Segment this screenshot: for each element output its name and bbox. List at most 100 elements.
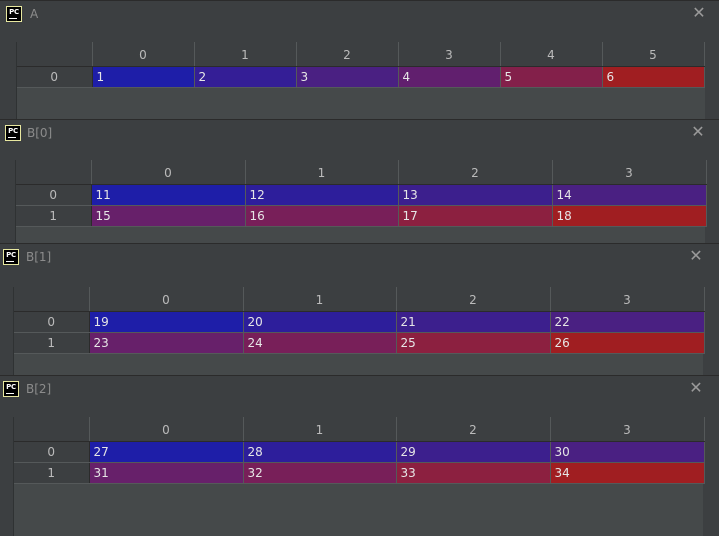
- app-icon-bar: [8, 137, 16, 138]
- pycharm-icon: PC: [3, 249, 19, 265]
- data-cell[interactable]: 27: [89, 441, 244, 463]
- data-window-b2: PC B[2] ✕ 0 1 2 3 0 27 28 29 30 1 31 32 33 34: [0, 375, 719, 536]
- table-row: 0 19 20 21 22: [14, 311, 705, 333]
- data-cell[interactable]: 34: [550, 462, 705, 484]
- data-cell[interactable]: 21: [396, 311, 551, 333]
- data-cell[interactable]: 12: [245, 184, 399, 206]
- column-header[interactable]: 3: [552, 160, 707, 185]
- data-cell[interactable]: 14: [552, 184, 707, 206]
- data-cell[interactable]: 23: [89, 332, 244, 354]
- data-cell[interactable]: 3: [296, 66, 399, 88]
- pycharm-icon: PC: [5, 125, 21, 141]
- column-header[interactable]: 1: [243, 417, 397, 442]
- data-cell[interactable]: 11: [91, 184, 246, 206]
- window-title: B[1]: [26, 250, 52, 264]
- data-cell[interactable]: 22: [550, 311, 705, 333]
- app-icon-text: PC: [8, 127, 18, 135]
- data-cell[interactable]: 1: [92, 66, 195, 88]
- data-cell[interactable]: 32: [243, 462, 397, 484]
- row-index-cell[interactable]: 1: [14, 332, 90, 354]
- data-table: 0 1 2 3 0 19 20 21 22 1 23 24 25 26: [14, 287, 705, 354]
- app-icon-bar: [9, 18, 17, 19]
- column-header[interactable]: 4: [500, 42, 603, 67]
- data-cell[interactable]: 25: [396, 332, 551, 354]
- column-header[interactable]: 5: [602, 42, 705, 67]
- column-header[interactable]: 0: [92, 42, 195, 67]
- table-row: 1 15 16 17 18: [16, 205, 707, 227]
- window-title: A: [30, 7, 39, 21]
- window-titlebar: PC B[2] ✕: [0, 376, 719, 402]
- column-header[interactable]: 0: [89, 287, 244, 312]
- app-icon-bar: [6, 393, 14, 394]
- close-icon[interactable]: ✕: [691, 122, 705, 141]
- column-header[interactable]: 2: [296, 42, 399, 67]
- corner-cell: [14, 287, 90, 312]
- data-cell[interactable]: 28: [243, 441, 397, 463]
- data-cell[interactable]: 26: [550, 332, 705, 354]
- data-cell[interactable]: 15: [91, 205, 246, 227]
- column-header[interactable]: 1: [194, 42, 297, 67]
- row-index-cell[interactable]: 1: [14, 462, 90, 484]
- table-row: 1 31 32 33 34: [14, 462, 705, 484]
- close-icon[interactable]: ✕: [689, 246, 703, 265]
- data-table: 0 1 2 3 0 27 28 29 30 1 31 32 33 34: [14, 417, 705, 484]
- data-cell[interactable]: 20: [243, 311, 397, 333]
- data-cell[interactable]: 16: [245, 205, 399, 227]
- data-window-a: PC A ✕ 0 1 2 3 4 5 0 1 2 3 4 5 6: [0, 0, 719, 120]
- table-row: 1 23 24 25 26: [14, 332, 705, 354]
- column-header[interactable]: 3: [550, 417, 705, 442]
- data-cell[interactable]: 6: [602, 66, 705, 88]
- data-table: 0 1 2 3 0 11 12 13 14 1 15 16 17 18: [16, 160, 707, 227]
- data-cell[interactable]: 31: [89, 462, 244, 484]
- row-index-cell[interactable]: 0: [17, 66, 93, 88]
- window-titlebar: PC B[0] ✕: [0, 120, 719, 146]
- column-header[interactable]: 2: [396, 287, 551, 312]
- table-row: 0 27 28 29 30: [14, 441, 705, 463]
- column-header[interactable]: 3: [398, 42, 501, 67]
- data-cell[interactable]: 18: [552, 205, 707, 227]
- data-grid-area: 0 1 2 3 0 11 12 13 14 1 15 16 17 18: [15, 160, 707, 244]
- data-cell[interactable]: 4: [398, 66, 501, 88]
- column-header[interactable]: 0: [91, 160, 246, 185]
- app-icon-text: PC: [9, 8, 19, 16]
- column-header[interactable]: 1: [245, 160, 399, 185]
- pycharm-icon: PC: [6, 6, 22, 22]
- app-icon-text: PC: [6, 251, 16, 259]
- row-index-cell[interactable]: 1: [16, 205, 92, 227]
- data-cell[interactable]: 5: [500, 66, 603, 88]
- row-index-cell[interactable]: 0: [14, 311, 90, 333]
- window-titlebar: PC A ✕: [0, 1, 719, 27]
- data-cell[interactable]: 30: [550, 441, 705, 463]
- corner-cell: [17, 42, 93, 67]
- data-cell[interactable]: 24: [243, 332, 397, 354]
- column-header[interactable]: 3: [550, 287, 705, 312]
- column-header[interactable]: 2: [396, 417, 551, 442]
- data-cell[interactable]: 17: [398, 205, 553, 227]
- pycharm-icon: PC: [3, 381, 19, 397]
- data-cell[interactable]: 29: [396, 441, 551, 463]
- window-title: B[0]: [27, 126, 53, 140]
- data-grid-area: 0 1 2 3 0 27 28 29 30 1 31 32 33 34: [13, 417, 705, 536]
- window-title: B[2]: [26, 382, 52, 396]
- data-cell[interactable]: 2: [194, 66, 297, 88]
- data-cell[interactable]: 13: [398, 184, 553, 206]
- row-index-cell[interactable]: 0: [14, 441, 90, 463]
- data-cell[interactable]: 19: [89, 311, 244, 333]
- close-icon[interactable]: ✕: [692, 3, 706, 22]
- corner-cell: [16, 160, 92, 185]
- column-header[interactable]: 2: [398, 160, 553, 185]
- close-icon[interactable]: ✕: [689, 378, 703, 397]
- row-index-cell[interactable]: 0: [16, 184, 92, 206]
- column-header[interactable]: 1: [243, 287, 397, 312]
- corner-cell: [14, 417, 90, 442]
- data-cell[interactable]: 33: [396, 462, 551, 484]
- data-window-b1: PC B[1] ✕ 0 1 2 3 0 19 20 21 22 1 23 24 25 26: [0, 243, 719, 376]
- column-header[interactable]: 0: [89, 417, 244, 442]
